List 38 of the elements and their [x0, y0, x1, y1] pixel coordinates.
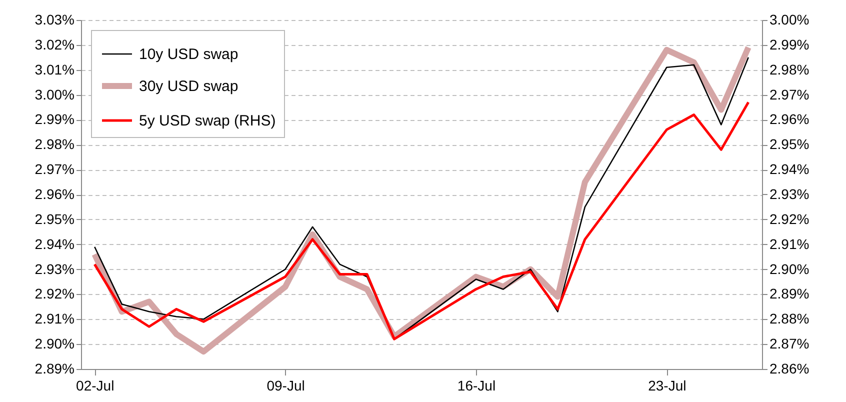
line-series [93, 101, 750, 340]
legend-label: 10y USD swap [139, 46, 238, 63]
y-tick-label: 2.93% [34, 260, 74, 277]
x-tick-label: 23-Jul [648, 378, 686, 394]
y2-tick-label: 2.92% [770, 210, 810, 227]
y-tick-label: 2.99% [34, 111, 74, 128]
y2-tick-label: 2.91% [770, 236, 810, 252]
y2-tick-label: 2.97% [770, 86, 810, 102]
y2-tick-label: 2.93% [770, 186, 810, 202]
y2-tick-label: 2.87% [770, 336, 810, 352]
y2-tick-label: 2.86% [770, 360, 810, 376]
y-tick-label: 2.98% [34, 136, 74, 152]
y-tick-label: 2.91% [34, 310, 74, 327]
y-tick-label: 2.97% [34, 161, 74, 178]
y-tick-label: 3.00% [34, 86, 74, 102]
y2-tick-label: 2.98% [770, 61, 810, 78]
y-tick-label: 3.02% [34, 36, 74, 52]
y2-tick-label: 2.96% [770, 111, 810, 128]
legend-label: 30y USD swap [139, 78, 238, 95]
y-tick-label: 2.92% [34, 286, 74, 302]
legend-label: 5y USD swap (RHS) [139, 112, 276, 130]
y-tick-label: 3.01% [34, 61, 74, 78]
y-tick-label: 2.95% [34, 210, 74, 227]
x-tick-label: 02-Jul [76, 378, 114, 394]
y-tick-label: 2.89% [34, 360, 74, 376]
y2-tick-label: 2.99% [770, 36, 810, 52]
y2-tick-label: 3.00% [770, 12, 810, 28]
y-tick-label: 2.96% [34, 186, 74, 202]
y2-tick-label: 2.88% [770, 310, 810, 327]
y-tick-label: 2.90% [34, 336, 74, 352]
y2-tick-label: 2.95% [770, 136, 810, 152]
y2-tick-label: 2.90% [770, 260, 810, 277]
y-tick-label: 3.03% [34, 12, 74, 28]
y2-tick-label: 2.89% [770, 286, 810, 302]
y2-tick-label: 2.94% [770, 161, 810, 178]
y-tick-label: 2.94% [34, 236, 74, 252]
x-tick-label: 09-Jul [266, 378, 305, 394]
x-tick-label: 16-Jul [457, 378, 496, 394]
